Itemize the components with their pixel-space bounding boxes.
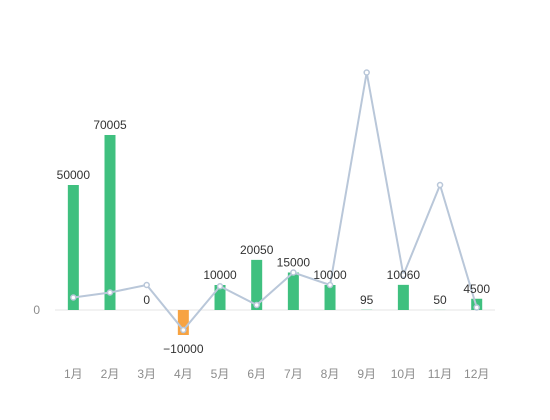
line-point-12 <box>473 304 480 311</box>
line-point-6 <box>253 301 260 309</box>
bar-value-label-4: −10000 <box>163 342 204 356</box>
line-series-path <box>73 72 478 332</box>
line-point-10 <box>400 271 407 279</box>
line-point-9 <box>363 69 370 76</box>
bar-value-label-5: 10000 <box>203 268 237 282</box>
y-tick-label-zero: 0 <box>33 303 40 317</box>
x-tick-label-9: 9月 <box>357 367 376 381</box>
x-tick-label-4: 4月 <box>174 367 193 381</box>
bar-8 <box>324 285 336 310</box>
bar-1 <box>67 185 79 310</box>
bar-value-label-11: 50 <box>433 293 447 307</box>
bar-value-label-3: 0 <box>143 293 150 307</box>
bar-4 <box>177 310 189 335</box>
x-tick-label-12: 12月 <box>464 367 489 381</box>
x-tick-label-1: 1月 <box>64 367 83 381</box>
bar-value-label-8: 10000 <box>313 268 347 282</box>
bar-6 <box>251 259 263 311</box>
line-point-3 <box>143 281 150 289</box>
x-tick-label-5: 5月 <box>211 367 230 381</box>
line-point-1 <box>70 294 77 301</box>
data-labels: 50000700050−1000010000200501500010000951… <box>57 118 491 356</box>
bar-value-label-7: 15000 <box>277 256 311 270</box>
bar-7 <box>287 272 299 310</box>
line-point-4 <box>180 326 187 334</box>
bar-value-label-1: 50000 <box>57 168 91 182</box>
bar-value-label-6: 20050 <box>240 243 274 257</box>
line-point-2 <box>106 289 114 296</box>
bar-10 <box>397 284 409 310</box>
x-tick-label-6: 6月 <box>247 367 266 381</box>
bar-5 <box>214 285 226 310</box>
line-series <box>70 69 480 334</box>
bar-value-label-9: 95 <box>360 293 374 307</box>
x-tick-label-10: 10月 <box>391 367 416 381</box>
line-point-5 <box>216 283 224 290</box>
x-tick-label-8: 8月 <box>321 367 340 381</box>
bar-value-label-10: 10060 <box>387 268 421 282</box>
line-point-8 <box>326 281 334 289</box>
bar-2 <box>104 134 116 310</box>
x-tick-label-7: 7月 <box>284 367 303 381</box>
line-point-7 <box>290 269 297 276</box>
x-tick-label-3: 3月 <box>137 367 156 381</box>
line-point-11 <box>436 181 444 189</box>
x-tick-label-2: 2月 <box>101 367 120 381</box>
x-tick-label-11: 11月 <box>428 367 452 381</box>
bar-value-label-2: 70005 <box>93 118 127 132</box>
x-axis-ticks: 1月 2月 3月 4月 5月 6月 7月 8月 9月 10月 11月 12月 <box>64 367 489 381</box>
bar-value-label-12: 4500 <box>463 282 490 296</box>
